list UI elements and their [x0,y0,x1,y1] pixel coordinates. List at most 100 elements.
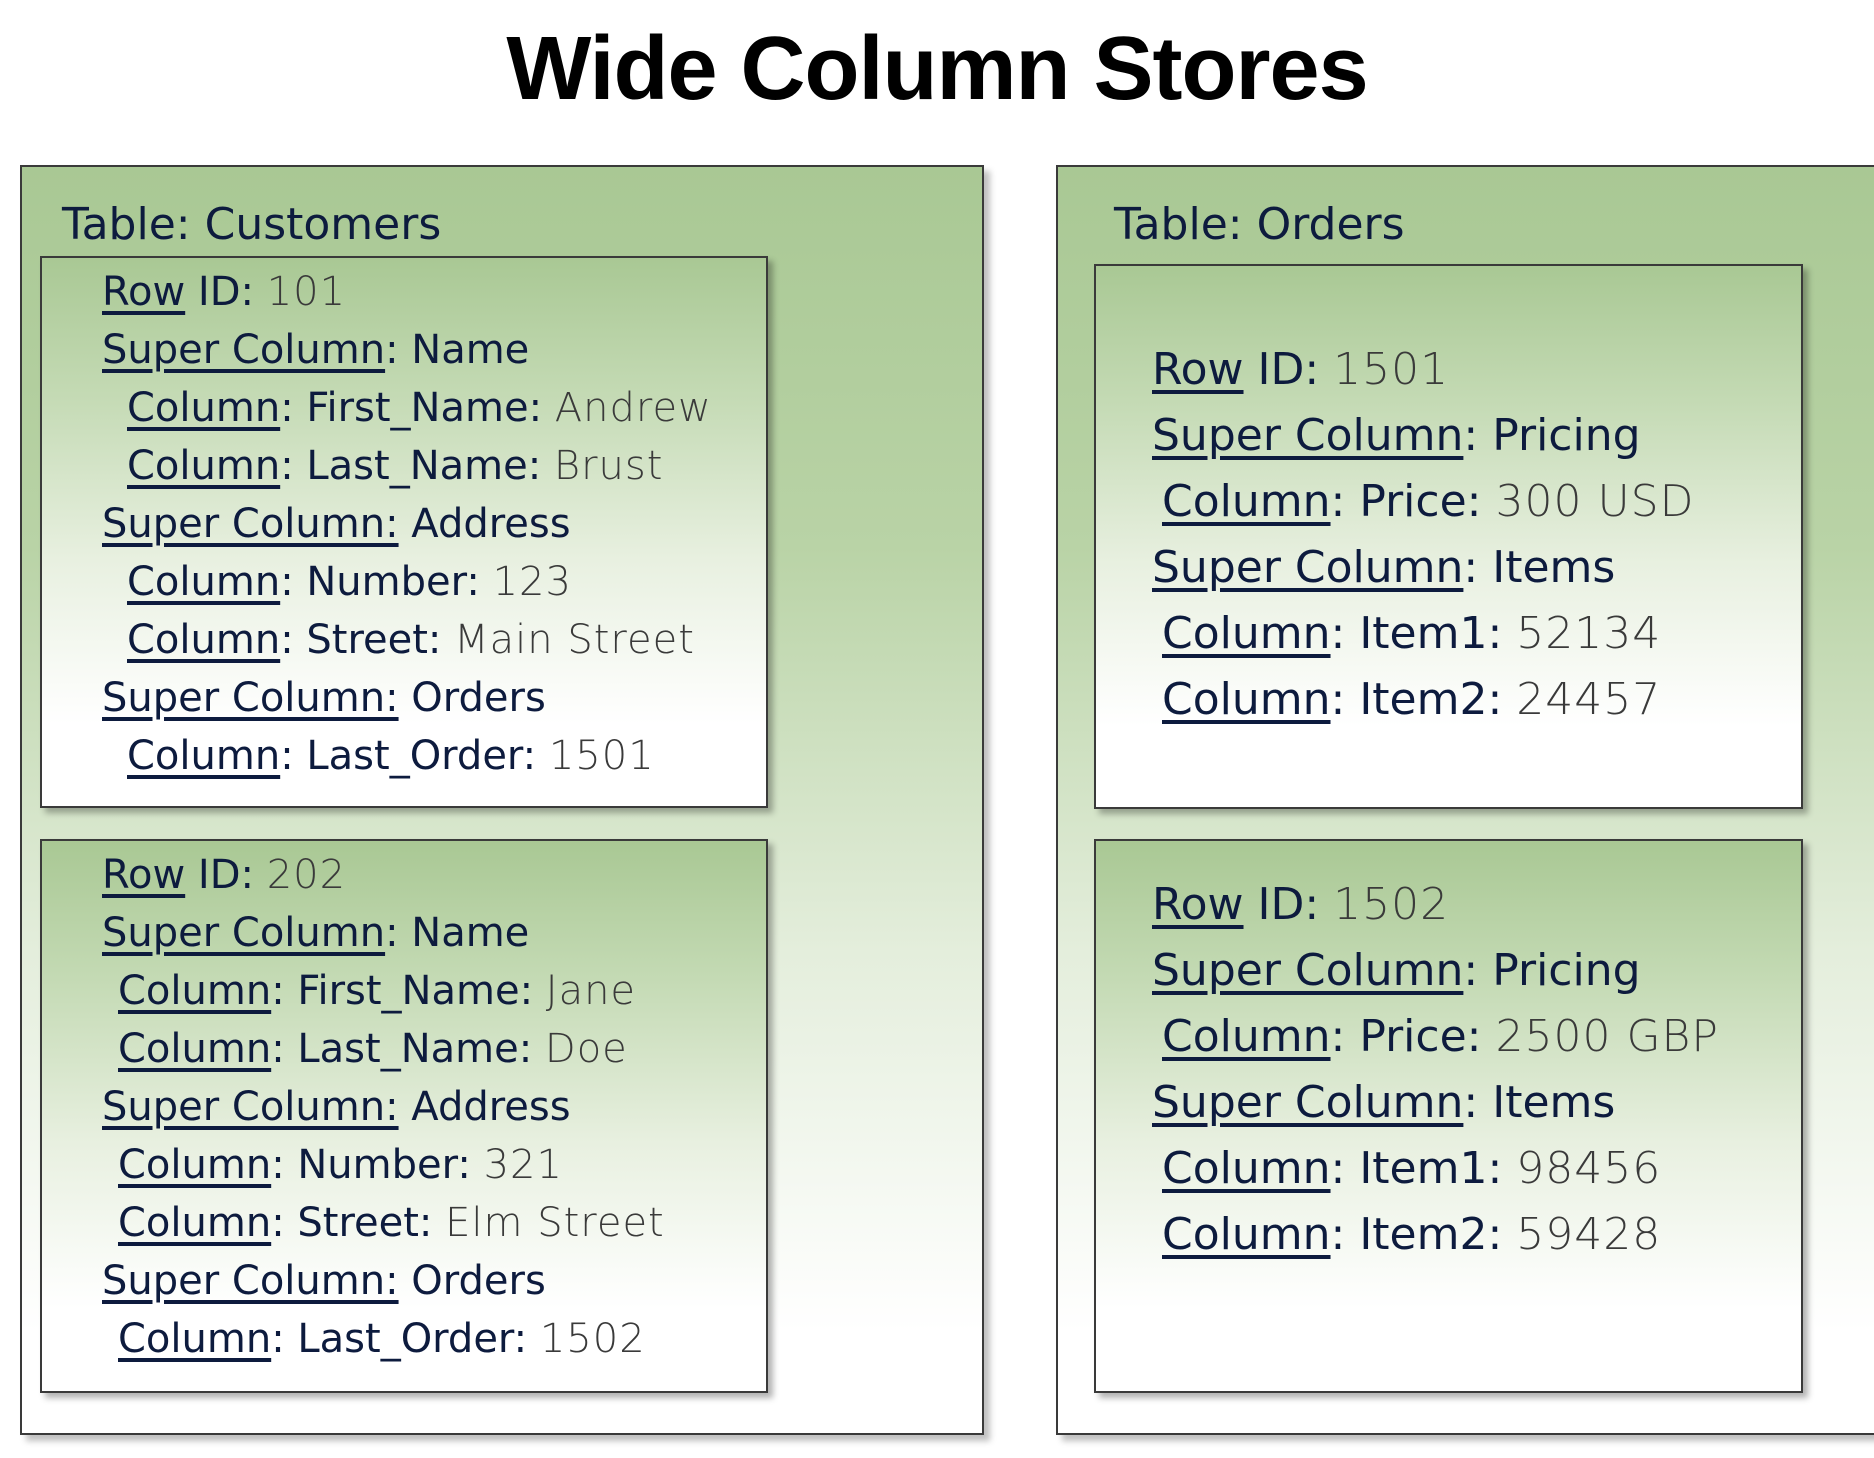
row-line: Super Column: Pricing [1152,945,1641,997]
row-line: Column: Price: 300 USD [1162,476,1694,528]
line-label: ID: [1243,344,1334,395]
row-line: Column: First_Name: Jane [118,967,636,1015]
row-line: Column: Item1: 52134 [1162,608,1661,660]
line-label: : First_Name: [280,385,555,431]
line-value: Andrew [554,385,712,431]
row-line: Row ID: 1501 [1152,344,1449,396]
row-line: Row ID: 202 [102,851,346,899]
line-keyword: Column [118,1026,272,1072]
line-label: : Number: [271,1142,484,1188]
row-line: Column: Number: 321 [118,1141,563,1189]
customers-table-panel: Table: Customers Row ID: 101 Super Colum… [20,165,984,1435]
line-value: Elm Street [445,1200,665,1246]
line-keyword: Super Column: [102,1084,399,1130]
line-label: ID: [185,852,267,898]
line-keyword: Super Column [1152,945,1464,996]
line-label: : Number: [280,559,493,605]
line-keyword: Column [1162,1143,1331,1194]
line-value: 123 [492,559,572,605]
row-line: Column: Item2: 24457 [1162,674,1661,726]
line-keyword: Column [118,1142,272,1188]
row-line: Super Column: Orders [102,1257,546,1305]
line-label: : Item2: [1330,674,1517,725]
line-label: : Pricing [1463,945,1641,996]
line-keyword: Super Column [102,327,386,373]
line-value: 202 [266,852,347,898]
line-label: ID: [1243,879,1334,930]
line-label: : Items [1463,542,1616,593]
row-line: Column: Number: 123 [127,558,572,606]
line-keyword: Column [118,968,272,1014]
line-value: 1501 [548,733,655,779]
line-label: : Last_Name: [271,1026,545,1072]
line-value: 52134 [1516,608,1662,659]
line-label: : Pricing [1463,410,1641,461]
row-line: Column: Last_Name: Doe [118,1025,628,1073]
row-line: Super Column: Address [102,1083,571,1131]
line-label: : Item1: [1330,1143,1517,1194]
row-line: Column: Item1: 98456 [1162,1143,1661,1195]
line-value: 1502 [539,1316,646,1362]
line-value: Brust [553,443,664,489]
row-line: Column: Last_Order: 1501 [127,732,655,780]
line-label: : Price: [1330,476,1496,527]
line-keyword: Column [118,1200,272,1246]
line-label: : First_Name: [271,968,546,1014]
orders-table-label: Table: Orders [1114,199,1405,250]
row-line: Super Column: Pricing [1152,410,1641,462]
line-value: 1502 [1333,879,1450,930]
row-line: Column: Item2: 59428 [1162,1209,1661,1261]
line-keyword: Column [1162,608,1331,659]
line-label: : Item1: [1330,608,1517,659]
line-keyword: Column [1162,1209,1331,1260]
line-value: 59428 [1516,1209,1662,1260]
line-label: Address [398,501,571,547]
line-label: : Last_Order: [271,1316,540,1362]
line-label: : Last_Name: [280,443,554,489]
customer-row-202: Row ID: 202 Super Column: Name Column: F… [40,839,768,1393]
line-label: : Item2: [1330,1209,1517,1260]
line-keyword: Super Column [1152,542,1464,593]
line-label: : Items [1463,1077,1616,1128]
line-value: 1501 [1333,344,1450,395]
line-value: Main Street [454,617,695,663]
line-value: 101 [266,269,347,315]
line-keyword: Column [1162,674,1331,725]
page-title: Wide Column Stores [506,19,1368,119]
customer-row-101: Row ID: 101 Super Column: Name Column: F… [40,256,768,808]
row-line: Super Column: Items [1152,542,1615,594]
line-label: : Street: [280,617,455,663]
line-value: Doe [544,1026,628,1072]
row-line: Column: Street: Main Street [127,616,695,664]
line-keyword: Column [127,559,281,605]
line-keyword: Super Column: [102,1258,399,1304]
line-keyword: Column [1162,476,1331,527]
line-keyword: Super Column [1152,1077,1464,1128]
orders-table-panel: Table: Orders Row ID: 1501 Super Column:… [1056,165,1874,1435]
row-line: Super Column: Orders [102,674,546,722]
line-label: Orders [398,675,546,721]
order-row-1502: Row ID: 1502 Super Column: Pricing Colum… [1094,839,1803,1393]
line-keyword: Column [127,385,281,431]
line-keyword: Super Column [1152,410,1464,461]
customers-table-label: Table: Customers [62,199,442,250]
line-value: 2500 GBP [1495,1011,1719,1062]
line-keyword: Column [118,1316,272,1362]
line-label: : Street: [271,1200,446,1246]
row-line: Row ID: 101 [102,268,346,316]
row-line: Column: Last_Order: 1502 [118,1315,646,1363]
line-keyword: Row [1152,879,1244,930]
line-value: 321 [483,1142,563,1188]
line-keyword: Super Column: [102,501,399,547]
row-line: Column: Street: Elm Street [118,1199,665,1247]
line-keyword: Column [1162,1011,1331,1062]
line-value: Jane [545,968,637,1014]
line-label: Address [398,1084,571,1130]
order-row-1501: Row ID: 1501 Super Column: Pricing Colum… [1094,264,1803,809]
line-keyword: Row [102,269,186,315]
line-keyword: Column [127,443,281,489]
line-label: Orders [398,1258,546,1304]
line-label: : Price: [1330,1011,1496,1062]
line-label: ID: [185,269,267,315]
line-value: 98456 [1516,1143,1662,1194]
